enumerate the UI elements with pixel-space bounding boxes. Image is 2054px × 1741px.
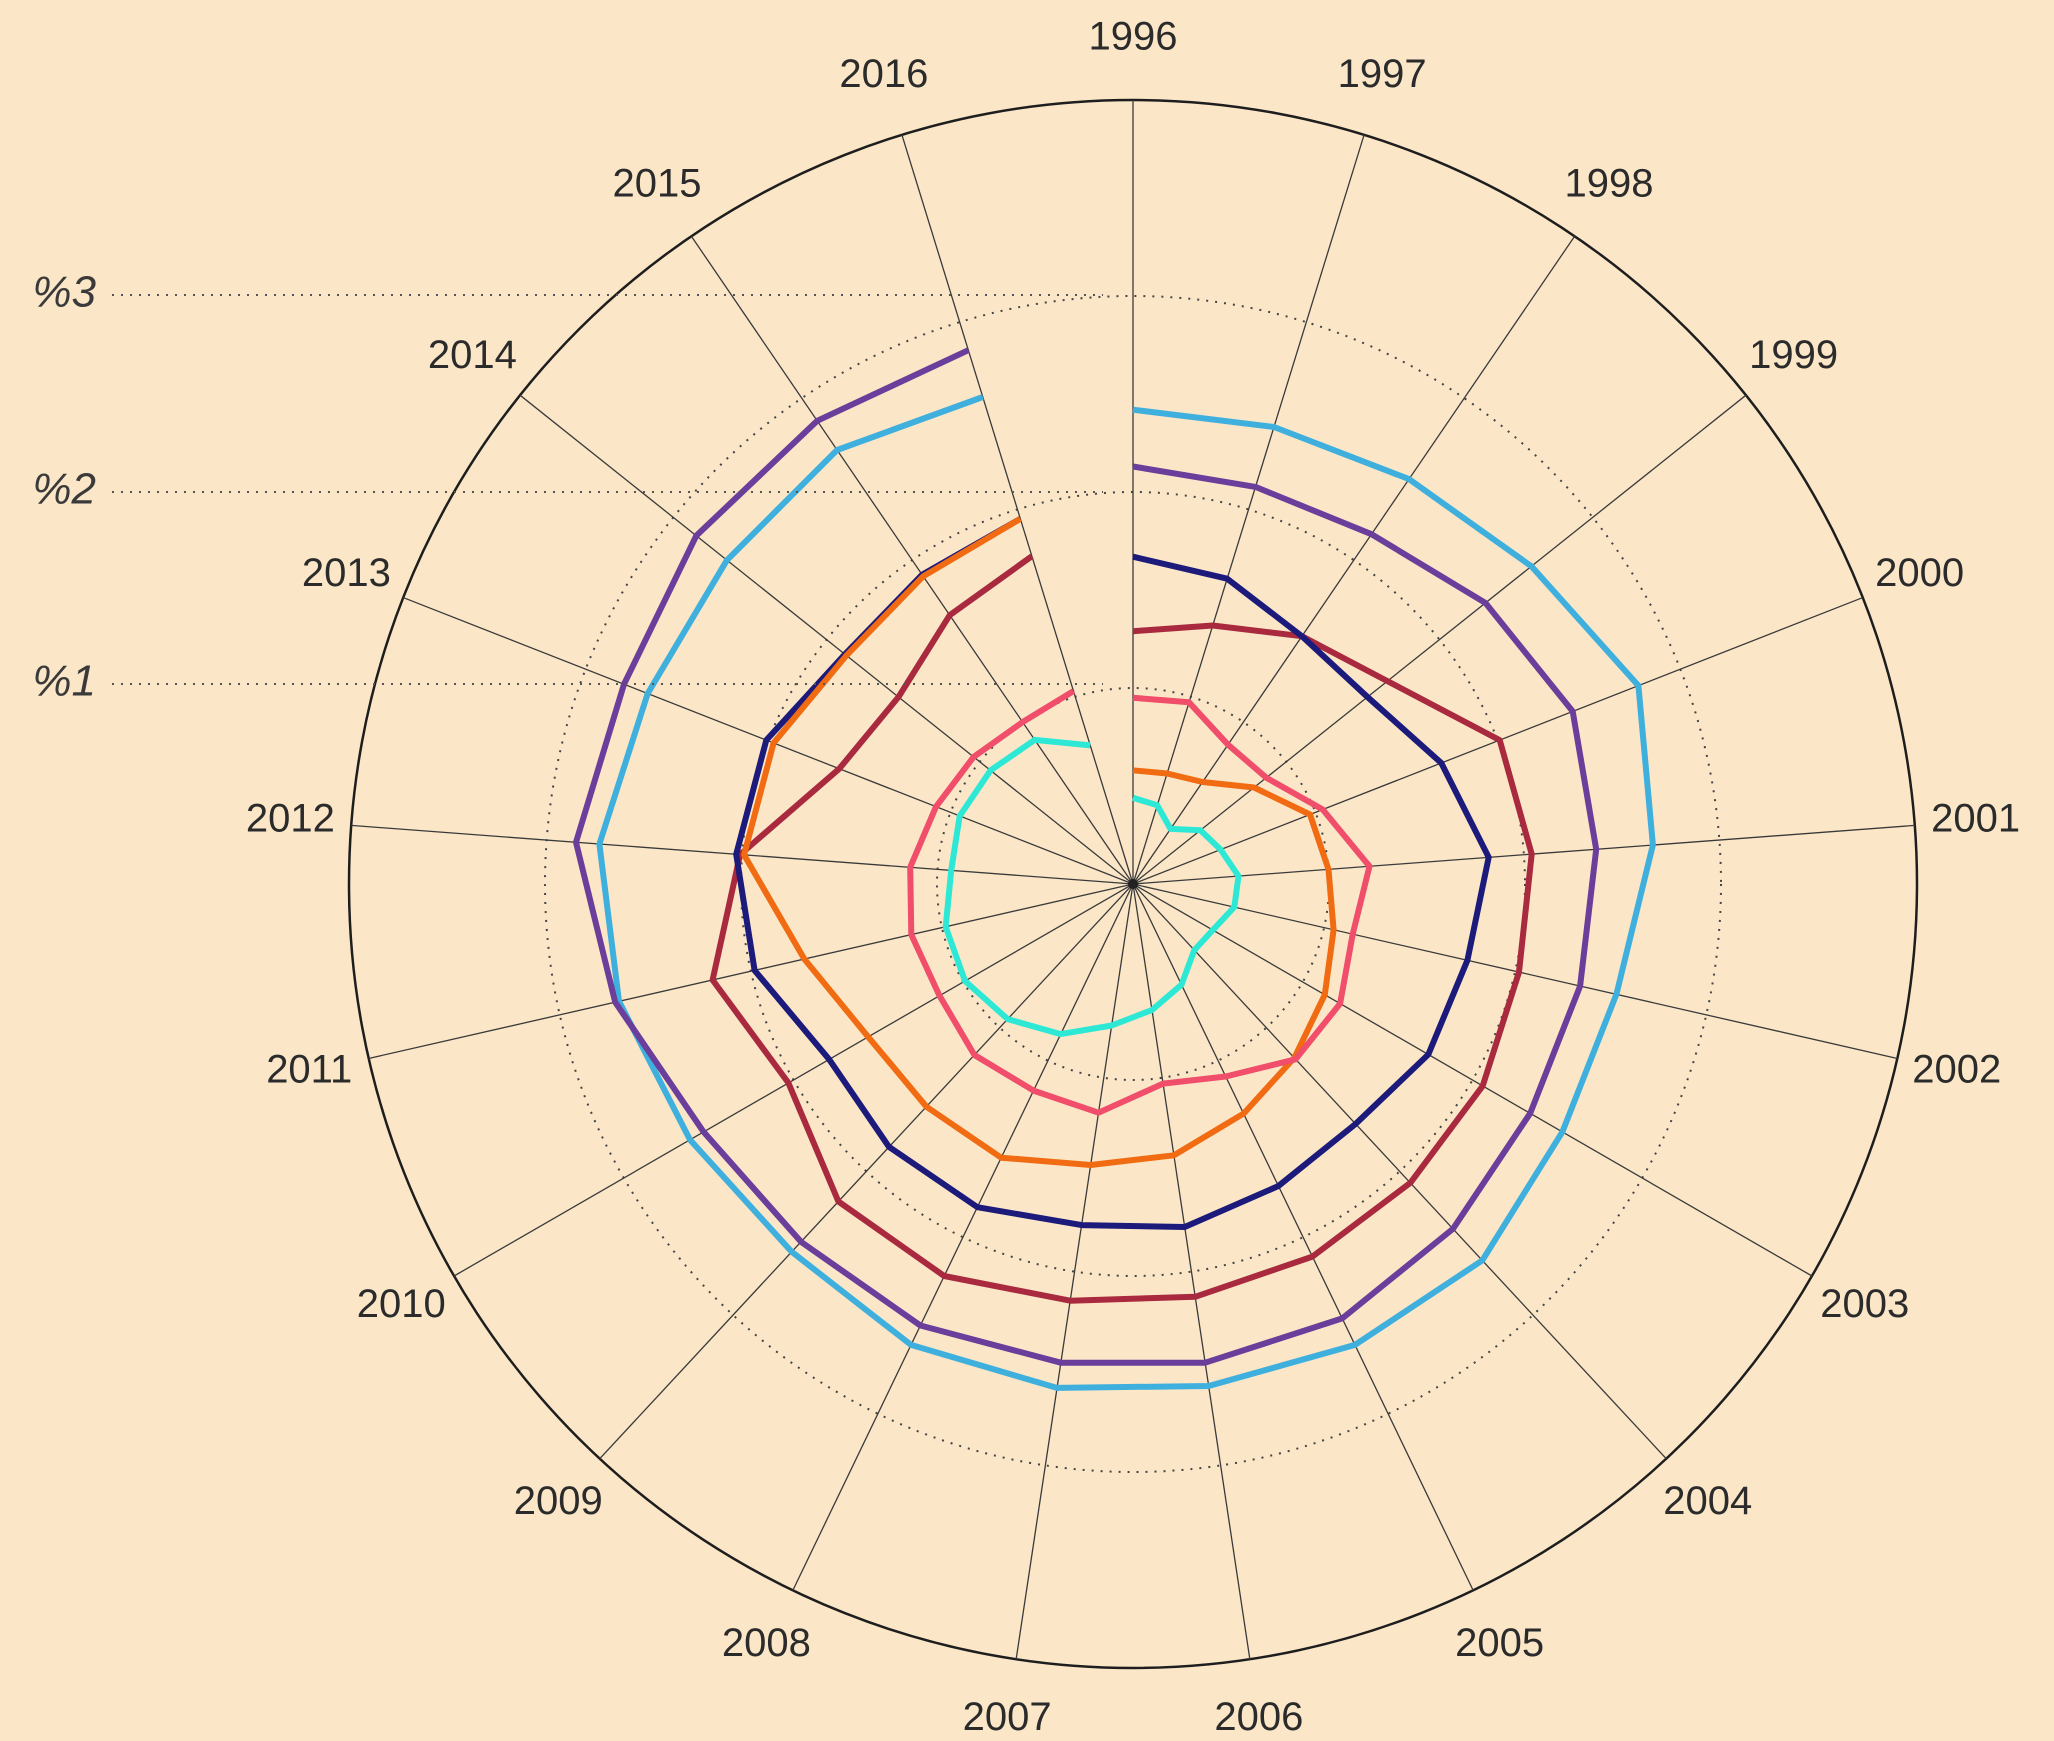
category-label-2008: 2008 (722, 1621, 811, 1665)
grid-ring-3 (544, 295, 1722, 1473)
spoke-2005 (1132, 883, 1474, 1591)
spoke-2015 (690, 235, 1134, 885)
spoke-2001 (1132, 824, 1915, 885)
category-labels: 1996 1997 1998 1999 2000 2001 2002 2003 2004 2005… (246, 15, 2020, 1740)
category-label-2006: 2006 (1214, 1695, 1303, 1739)
category-label-2005: 2005 (1455, 1621, 1544, 1665)
category-label-2010: 2010 (357, 1282, 446, 1326)
category-label-2001: 2001 (1931, 796, 2020, 840)
category-label-2000: 2000 (1875, 551, 1964, 595)
category-label-1996: 1996 (1089, 15, 1178, 59)
category-label-2014: 2014 (428, 333, 517, 377)
series-line-1 (596, 394, 1656, 1391)
center-dot (1128, 879, 1138, 889)
category-label-2002: 2002 (1912, 1048, 2001, 1092)
spoke-1999 (1132, 394, 1747, 885)
category-label-1997: 1997 (1338, 52, 1427, 96)
spoke-2014 (519, 394, 1134, 885)
category-spokes (351, 100, 1915, 1660)
series-line-6 (907, 688, 1373, 1116)
radial-tick-label-2: %2 (32, 465, 96, 514)
category-label-2009: 2009 (514, 1479, 603, 1523)
category-label-2003: 2003 (1820, 1282, 1909, 1326)
spoke-1997 (1132, 134, 1365, 885)
spoke-2009 (599, 883, 1134, 1460)
spoke-1998 (1132, 235, 1576, 885)
category-label-2007: 2007 (963, 1695, 1052, 1739)
series-lines (573, 347, 1656, 1391)
category-label-1998: 1998 (1565, 161, 1654, 205)
spoke-2011 (368, 883, 1134, 1060)
spoke-2016 (901, 134, 1134, 885)
series-line-7 (942, 736, 1242, 1038)
radial-tick-label-3: %3 (32, 268, 96, 317)
category-label-2015: 2015 (613, 161, 702, 205)
category-label-2012: 2012 (246, 796, 335, 840)
category-label-2013: 2013 (302, 551, 391, 595)
spoke-2002 (1132, 883, 1898, 1060)
series-line-4 (733, 516, 1492, 1230)
spoke-2003 (1132, 883, 1813, 1277)
category-label-2016: 2016 (839, 52, 928, 96)
radial-tick-label-1: %1 (32, 657, 96, 706)
series-line-5 (741, 516, 1337, 1168)
category-label-1999: 1999 (1749, 333, 1838, 377)
spoke-2010 (453, 883, 1134, 1277)
series-line-2 (573, 347, 1600, 1366)
spoke-2006 (1132, 883, 1251, 1660)
spoke-2007 (1015, 883, 1134, 1660)
spoke-2004 (1132, 883, 1667, 1460)
category-label-2011: 2011 (266, 1048, 352, 1092)
series-line-3 (709, 553, 1535, 1304)
spoke-2008 (792, 883, 1134, 1591)
radial-tick-labels: %1 %2 %3 (32, 268, 1103, 706)
category-label-2004: 2004 (1663, 1479, 1752, 1523)
